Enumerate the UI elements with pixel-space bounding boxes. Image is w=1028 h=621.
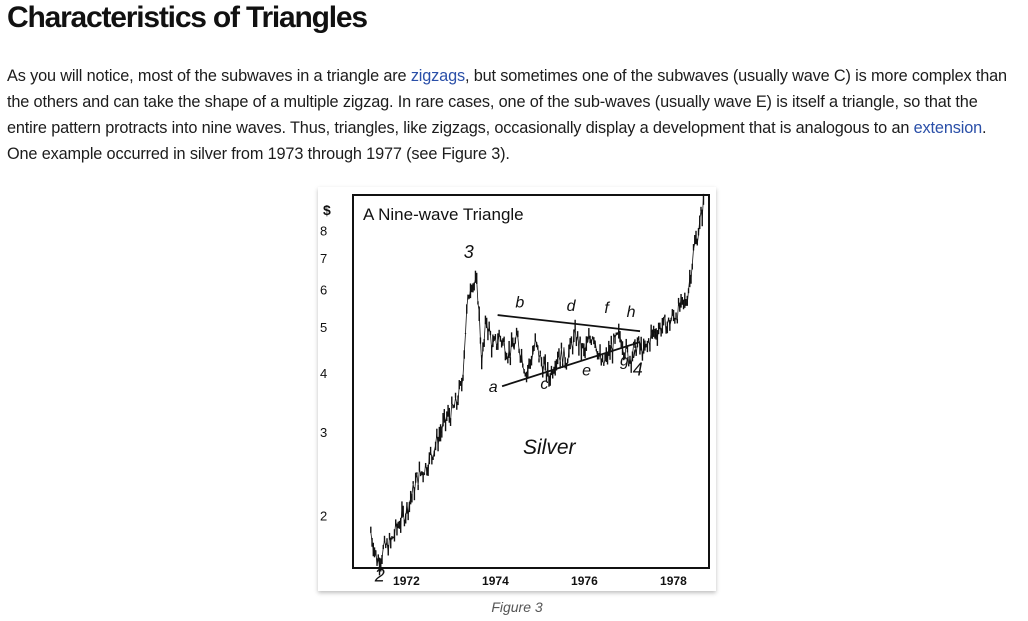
paragraph-text-2: , but sometimes one of the subwaves (usu…	[7, 67, 1007, 137]
body-paragraph: As you will notice, most of the subwaves…	[7, 63, 1021, 167]
wave-label: b	[515, 294, 524, 311]
y-tick-label: 7	[320, 251, 327, 266]
x-tick-label: 1978	[660, 574, 687, 588]
price-line	[370, 197, 704, 567]
wave-label: 3	[464, 242, 474, 262]
y-axis-unit: $	[323, 202, 331, 218]
zigzags-link[interactable]: zigzags	[410, 67, 465, 85]
wave-label: d	[567, 298, 577, 315]
series-label: Silver	[523, 436, 577, 459]
y-tick-label: 6	[320, 283, 327, 298]
wave-label: h	[627, 304, 636, 321]
wave-label: 4	[633, 360, 643, 380]
silver-chart-svg: A Nine-wave Triangle $ Silver 2 3 4 5 6 7 8 19…	[320, 193, 710, 588]
wave-label: a	[489, 379, 498, 396]
wave-label: f	[604, 300, 610, 317]
y-tick-label: 5	[320, 320, 327, 335]
figure-caption: Figure 3	[491, 599, 543, 615]
plot-frame	[352, 194, 710, 569]
extension-link[interactable]: extension	[913, 119, 983, 137]
wave-label: i	[632, 345, 636, 362]
upper-trendline	[497, 314, 641, 333]
lower-trendline	[501, 341, 641, 388]
page-title: Characteristics of Triangles	[7, 1, 368, 34]
figure-3-chart: A Nine-wave Triangle $ Silver 2 3 4 5 6 7 8 19…	[318, 187, 716, 591]
chart-title: A Nine-wave Triangle	[363, 205, 524, 224]
price-bars	[370, 193, 705, 576]
x-tick-label: 1976	[571, 574, 598, 588]
x-tick-label: 1972	[393, 574, 420, 588]
y-tick-label: 8	[320, 223, 327, 238]
y-tick-label: 2	[320, 509, 327, 524]
y-tick-label: 3	[320, 425, 327, 440]
wave-labels: 2 3 a b c d e f g h i4	[374, 242, 643, 586]
y-tick-label: 4	[320, 366, 327, 381]
wave-label: c	[540, 376, 548, 393]
wave-label: 2	[374, 566, 385, 586]
paragraph-text-3: . One example occurred in silver from 19…	[7, 119, 987, 163]
triangle-trendlines	[497, 314, 641, 388]
y-tick-labels: 2 3 4 5 6 7 8	[320, 223, 327, 523]
x-tick-labels: 1972 1974 1976 1978	[393, 574, 687, 588]
paragraph-text-1: As you will notice, most of the subwaves…	[7, 67, 411, 85]
x-tick-label: 1974	[482, 574, 509, 588]
wave-label: e	[582, 363, 591, 380]
wave-label: g	[620, 352, 629, 369]
